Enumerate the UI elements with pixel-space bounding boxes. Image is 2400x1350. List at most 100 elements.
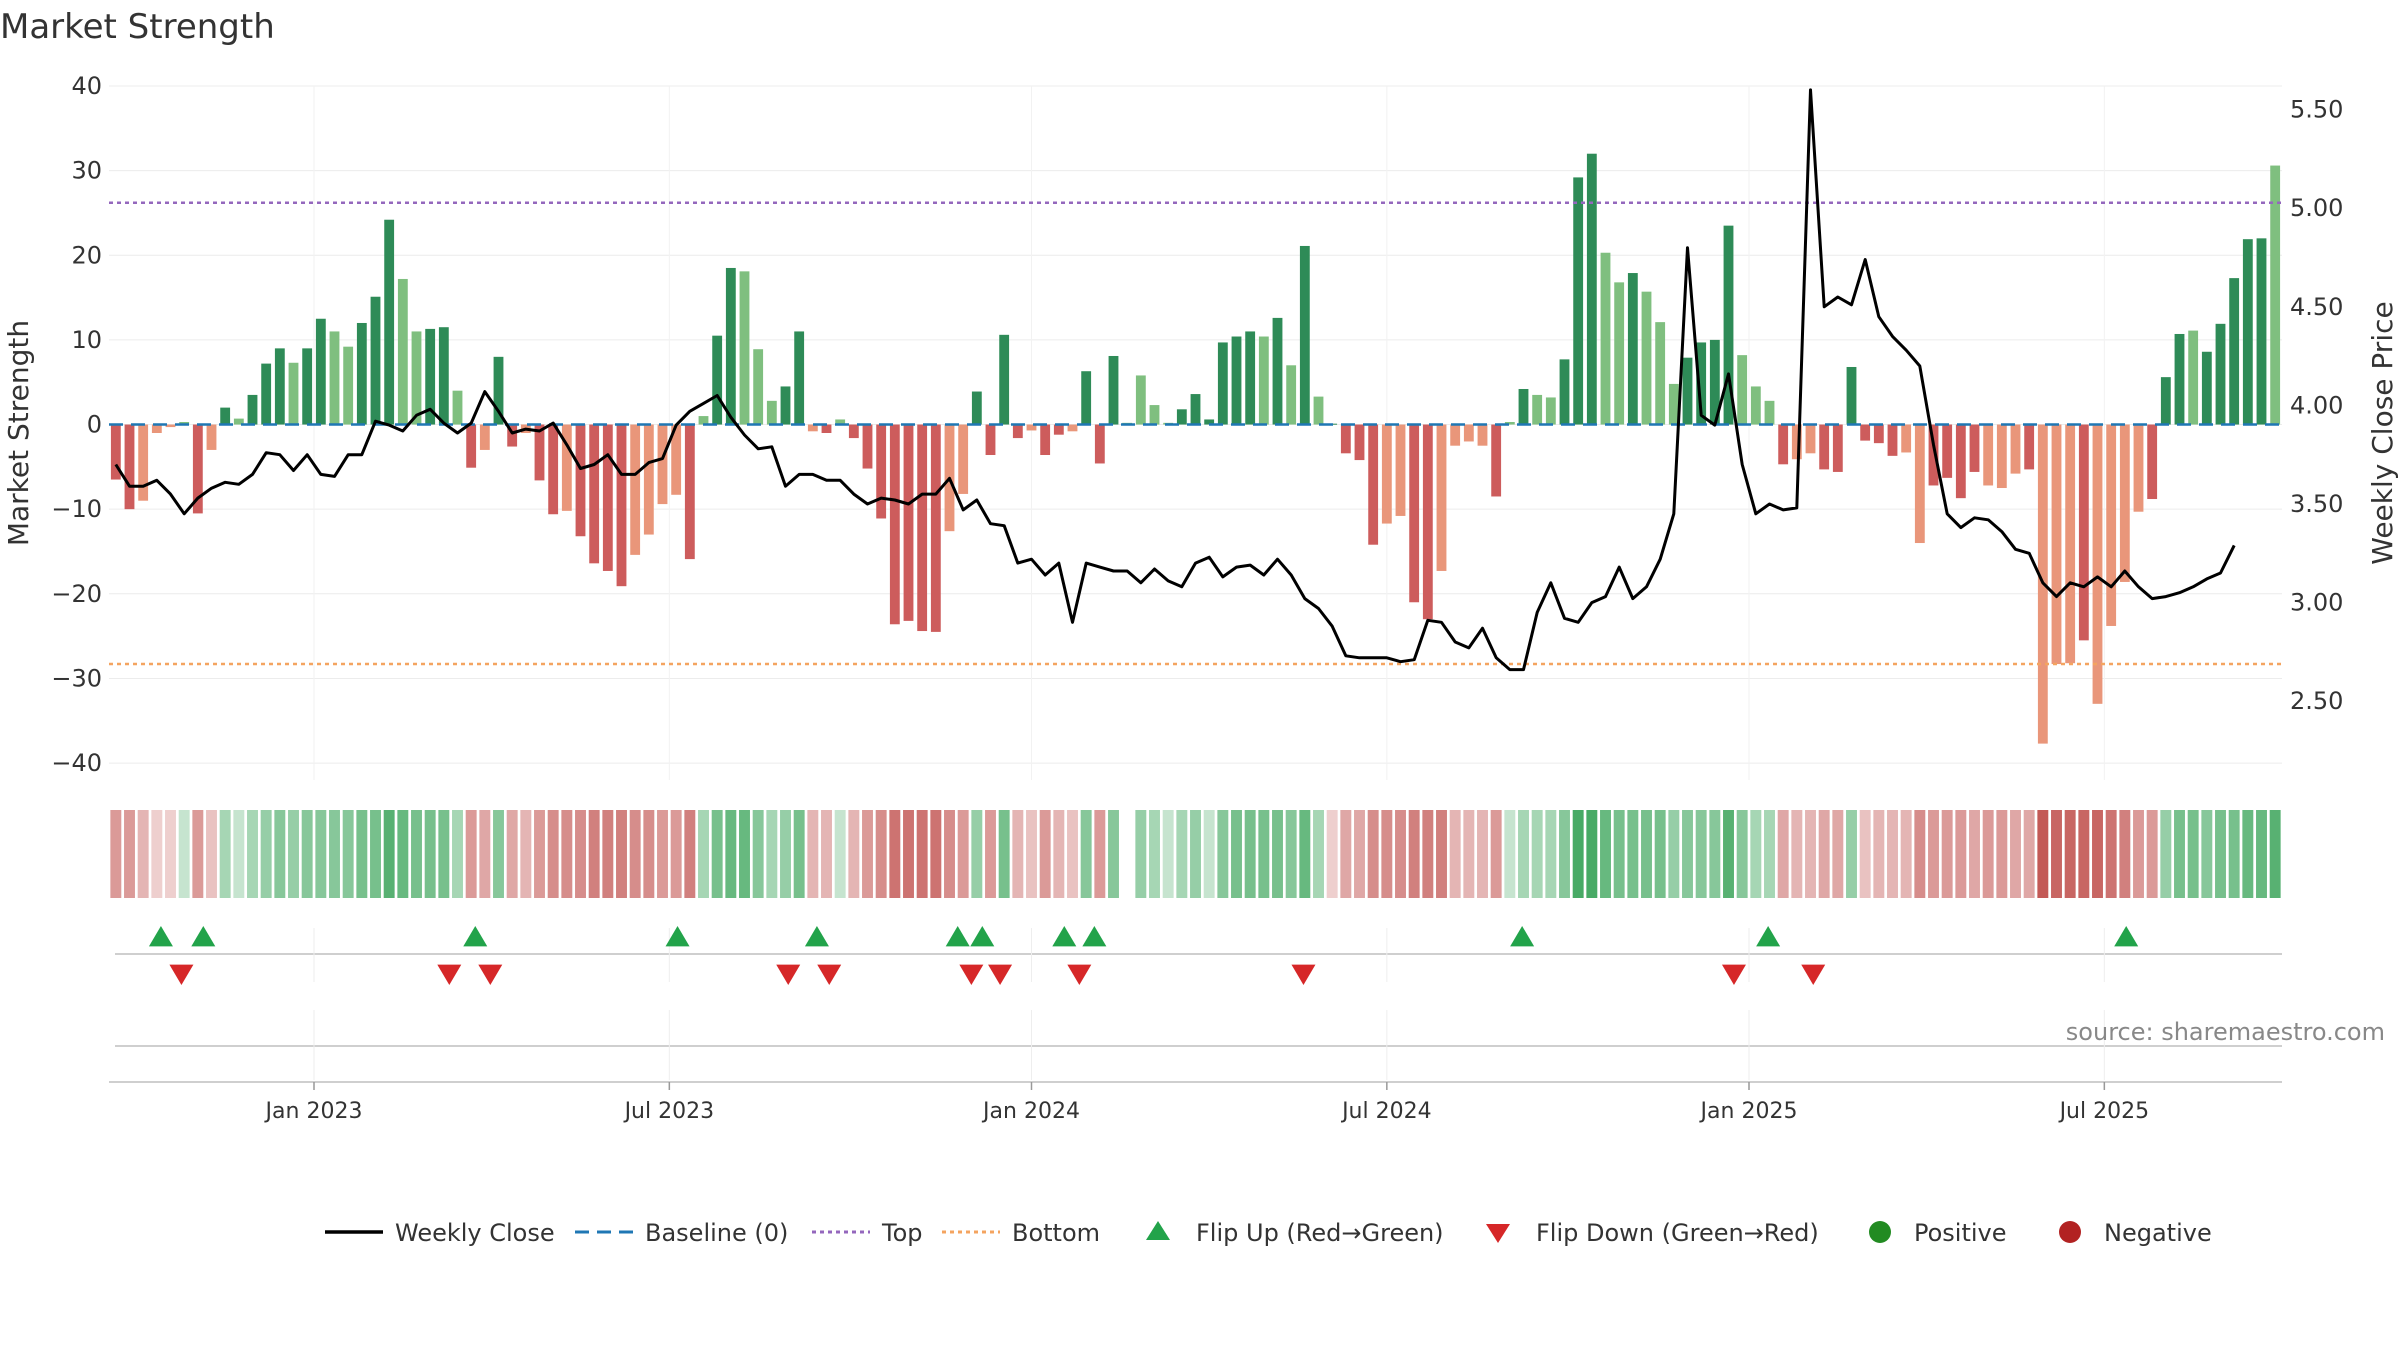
strength-bar xyxy=(397,278,408,425)
legend-item: Flip Up (Red→Green) xyxy=(1146,1219,1444,1247)
heat-cell xyxy=(411,810,422,898)
heat-cell xyxy=(657,810,668,898)
strength-bar xyxy=(1996,424,2007,489)
heat-cell xyxy=(2256,810,2267,898)
strength-bar xyxy=(1108,355,1119,425)
strength-bar xyxy=(1422,424,1433,620)
strength-bar xyxy=(1627,273,1638,425)
flip-up-marker xyxy=(463,926,488,947)
heat-cell xyxy=(711,810,723,898)
heat-cell xyxy=(383,810,395,898)
strength-bar xyxy=(1053,424,1064,435)
heat-cell xyxy=(1176,810,1188,898)
strength-bar xyxy=(1860,424,1871,441)
heat-cell xyxy=(588,810,600,898)
strength-bar xyxy=(1299,245,1310,425)
strength-bar xyxy=(452,390,463,425)
strength-bar xyxy=(1887,424,1898,456)
y-tick-label-right: 3.50 xyxy=(2290,490,2343,518)
strength-bar xyxy=(999,334,1010,425)
heat-cell xyxy=(465,810,477,898)
y-tick-label-right: 5.50 xyxy=(2290,96,2343,124)
x-tick-label: Jan 2025 xyxy=(1699,1099,1798,1124)
heat-cell xyxy=(2228,810,2240,898)
heat-cell xyxy=(971,810,983,898)
heat-cell xyxy=(1627,810,1639,898)
strength-bar xyxy=(1395,424,1406,516)
strength-bar xyxy=(1805,424,1816,454)
heat-cell xyxy=(315,810,327,898)
heat-cell xyxy=(1354,810,1365,898)
strength-bar xyxy=(1368,424,1379,545)
strength-bar xyxy=(1586,153,1597,425)
legend-label: Top xyxy=(881,1219,923,1247)
strength-bar xyxy=(1723,225,1734,425)
x-axis: Jan 2023 Jul 2023 Jan 2024 Jul 2024 Jan 2025… xyxy=(109,1081,2282,1124)
heat-cell xyxy=(561,810,573,898)
heat-cell xyxy=(1654,810,1666,898)
strength-bar xyxy=(288,362,299,425)
strength-bar xyxy=(356,322,367,425)
heat-cell xyxy=(916,810,928,898)
heat-cell xyxy=(670,810,682,898)
heat-cell xyxy=(1846,810,1857,898)
strength-bar xyxy=(1217,342,1228,425)
strength-bar xyxy=(1914,424,1925,544)
heat-cell xyxy=(1750,810,1762,898)
heat-cell xyxy=(1641,810,1652,898)
strength-bar xyxy=(1190,394,1201,425)
heat-cell xyxy=(178,810,190,898)
strength-bar xyxy=(274,348,285,425)
strength-bar xyxy=(657,424,668,505)
strength-bar xyxy=(1737,355,1748,425)
heat-cell xyxy=(957,810,969,898)
heat-cell xyxy=(1600,810,1611,898)
heat-cell xyxy=(1818,810,1830,898)
heat-cell xyxy=(2133,810,2144,898)
flip-down-marker xyxy=(959,964,984,985)
strength-bar xyxy=(1928,424,1939,486)
strength-bar xyxy=(206,424,217,450)
strength-bar xyxy=(2270,165,2281,425)
heat-cell xyxy=(1190,810,1201,898)
legend-swatch-triangle-down xyxy=(1486,1224,1510,1243)
strength-bar xyxy=(1245,331,1256,425)
strength-bar xyxy=(2133,424,2144,512)
y-axis-label-left: Market Strength xyxy=(2,320,35,546)
strength-bar xyxy=(110,424,121,480)
heat-cell xyxy=(1613,810,1625,898)
y-tick-label-left: 40 xyxy=(71,72,102,100)
weekly-close-line xyxy=(114,88,2236,672)
heat-cell xyxy=(1887,810,1898,898)
strength-bar xyxy=(192,424,203,514)
strength-bar xyxy=(384,219,395,425)
heat-cell xyxy=(438,810,450,898)
strength-bar xyxy=(1873,424,1884,444)
heat-cell xyxy=(903,810,914,898)
heat-cell xyxy=(1490,810,1502,898)
y-tick-label-right: 3.00 xyxy=(2290,589,2343,617)
strength-bar xyxy=(671,424,682,495)
heat-cell xyxy=(684,810,696,898)
heat-cell xyxy=(1955,810,1967,898)
strength-bar xyxy=(2010,424,2021,474)
legend-item: Weekly Close xyxy=(325,1219,555,1247)
heat-cell xyxy=(1791,810,1803,898)
heat-cell xyxy=(342,810,354,898)
heat-cell xyxy=(739,810,750,898)
heat-cell xyxy=(1463,810,1475,898)
strength-bar xyxy=(2229,278,2240,425)
flip-up-marker xyxy=(1082,926,1107,947)
heat-cell xyxy=(2187,810,2199,898)
heat-cell xyxy=(2051,810,2062,898)
heat-cell xyxy=(1203,810,1215,898)
heat-cell xyxy=(1736,810,1748,898)
strength-bar xyxy=(2256,238,2267,425)
strength-bar xyxy=(179,421,190,425)
strength-bar xyxy=(889,424,900,625)
strength-bar xyxy=(438,327,449,425)
heat-cell xyxy=(862,810,873,898)
strength-bar xyxy=(1819,424,1830,470)
strength-bar xyxy=(466,424,477,468)
heat-cell xyxy=(1559,810,1570,898)
